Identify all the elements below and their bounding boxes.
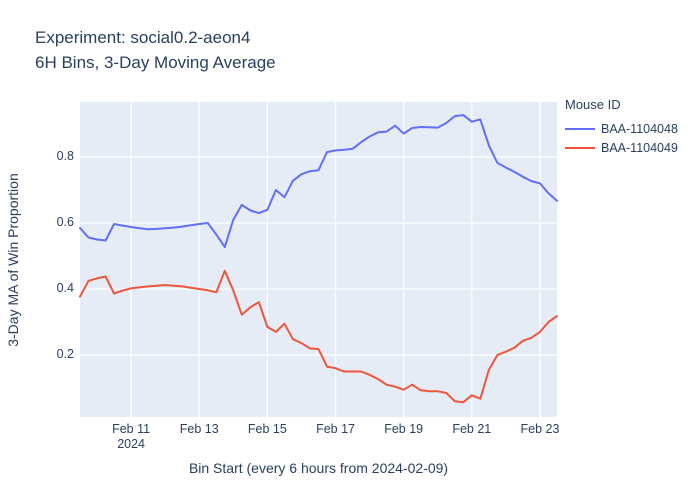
x-tick-label: Feb 21 — [452, 422, 492, 436]
x-axis-title: Bin Start (every 6 hours from 2024-02-09… — [188, 460, 449, 476]
chart-title-line2: 6H Bins, 3-Day Moving Average — [35, 53, 276, 72]
chart-title-line1: Experiment: social0.2-aeon4 — [35, 28, 251, 47]
x-tick-label: Feb 23 — [520, 422, 560, 436]
legend-line-swatch-blue — [565, 127, 595, 130]
legend: Mouse ID BAA-1104048 BAA-1104049 — [563, 97, 698, 157]
series-lines — [79, 114, 558, 404]
legend-entry-mouse-1[interactable]: BAA-1104048 — [563, 119, 698, 138]
x-tick-label: Feb 15 — [247, 422, 287, 436]
gridlines — [80, 102, 557, 417]
y-tick-label: 0.2 — [56, 347, 74, 361]
chart-title: Experiment: social0.2-aeon4 6H Bins, 3-D… — [35, 25, 276, 75]
legend-title: Mouse ID — [565, 97, 621, 112]
legend-label: BAA-1104048 — [601, 121, 678, 136]
x-tick-label: Feb 17 — [316, 422, 355, 436]
y-tick-label: 0.4 — [56, 281, 74, 295]
legend-line-swatch-red — [565, 146, 595, 149]
x-tick-label: Feb 11 2024 — [101, 422, 161, 452]
x-tick-label: Feb 19 — [384, 422, 424, 436]
y-axis-title: 3-Day MA of Win Proportion — [5, 173, 21, 347]
y-tick-label: 0.8 — [56, 149, 74, 163]
x-tick-label: Feb 13 — [179, 422, 219, 436]
legend-label: BAA-1104049 — [601, 140, 678, 155]
x-tick-year-label: 2024 — [117, 437, 145, 451]
series-line-BAA-1104048[interactable] — [79, 114, 558, 249]
plot-background — [80, 102, 557, 417]
series-line-BAA-1104049[interactable] — [79, 269, 558, 404]
legend-entry-mouse-2[interactable]: BAA-1104049 — [563, 138, 698, 157]
y-tick-label: 0.6 — [56, 215, 74, 229]
